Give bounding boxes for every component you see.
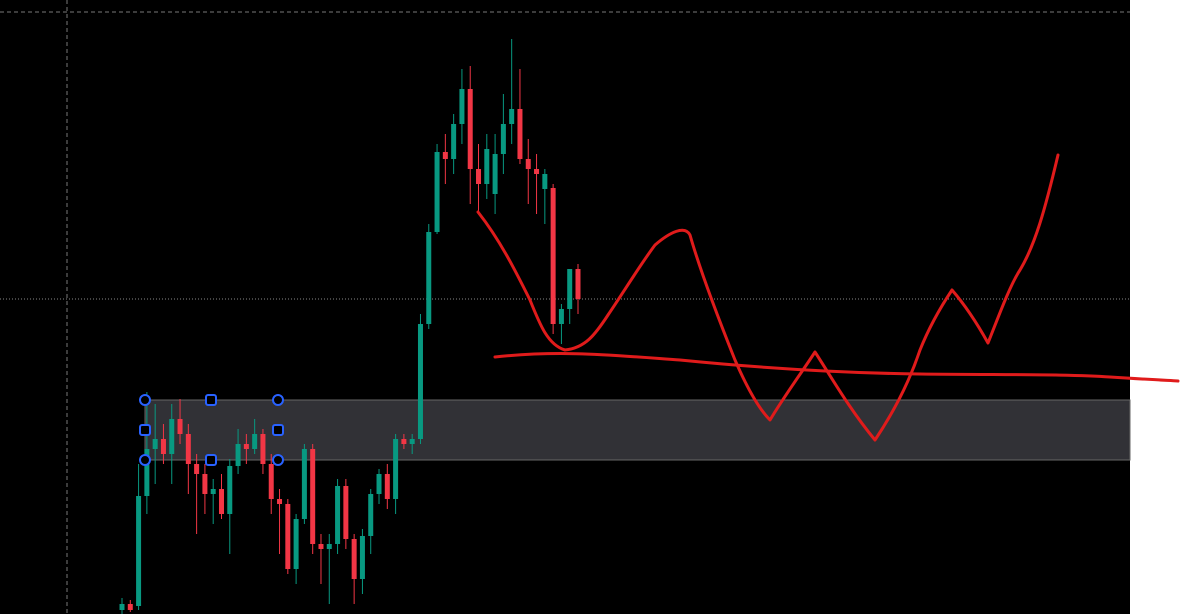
candle-body bbox=[467, 89, 473, 169]
candle-body bbox=[525, 159, 531, 169]
candle-body bbox=[202, 474, 208, 494]
candle-body bbox=[509, 109, 515, 124]
candle-body bbox=[218, 489, 224, 514]
candle-body bbox=[401, 439, 407, 444]
chart-background bbox=[0, 0, 1130, 614]
candle-body bbox=[368, 494, 374, 536]
candle-body bbox=[310, 449, 316, 544]
candle-body bbox=[393, 439, 399, 499]
freehand-line[interactable] bbox=[493, 352, 1180, 383]
candle-body bbox=[534, 169, 540, 174]
candle-body bbox=[558, 309, 564, 324]
handle[interactable] bbox=[139, 424, 151, 436]
candle-body bbox=[252, 434, 258, 449]
candle-body bbox=[152, 439, 158, 449]
handle[interactable] bbox=[139, 454, 151, 466]
candle-body bbox=[326, 544, 332, 549]
freehand-path[interactable] bbox=[476, 153, 1060, 442]
candle-body bbox=[335, 486, 341, 544]
selection-handles bbox=[139, 394, 284, 466]
candle-body bbox=[484, 149, 490, 184]
candle-body bbox=[285, 504, 291, 569]
candle-body bbox=[144, 449, 150, 496]
candle-body bbox=[384, 474, 390, 499]
candle-body bbox=[227, 466, 233, 514]
candle-body bbox=[550, 188, 556, 324]
candle-body bbox=[351, 539, 357, 579]
candle-body bbox=[210, 489, 216, 494]
candle-body bbox=[260, 434, 266, 464]
candle-body bbox=[136, 496, 142, 606]
price-scale-area bbox=[1130, 0, 1181, 614]
candle-body bbox=[434, 152, 440, 232]
candle-body bbox=[359, 536, 365, 579]
handle[interactable] bbox=[205, 454, 217, 466]
candle-body bbox=[318, 544, 324, 549]
candle-body bbox=[160, 439, 166, 454]
candle-body bbox=[417, 324, 423, 439]
candle-body bbox=[243, 444, 249, 449]
drawings bbox=[476, 153, 1180, 442]
candle-body bbox=[500, 124, 506, 154]
candle-body bbox=[426, 232, 432, 324]
candle-body bbox=[194, 464, 200, 474]
candle-body bbox=[169, 419, 175, 454]
handle[interactable] bbox=[139, 394, 151, 406]
candle-body bbox=[476, 169, 482, 184]
handle[interactable] bbox=[272, 424, 284, 436]
candle-body bbox=[127, 604, 133, 610]
candle-body bbox=[492, 154, 498, 194]
candle-body bbox=[517, 109, 523, 159]
candle-body bbox=[119, 604, 125, 610]
candle-body bbox=[343, 486, 349, 539]
candles bbox=[119, 39, 581, 614]
zone-rectangle[interactable] bbox=[144, 399, 1131, 461]
candle-body bbox=[277, 499, 283, 504]
candle-body bbox=[451, 124, 457, 159]
candle-body bbox=[575, 269, 581, 299]
handle[interactable] bbox=[205, 394, 217, 406]
handle[interactable] bbox=[272, 394, 284, 406]
candle-body bbox=[235, 444, 241, 466]
candle-body bbox=[185, 434, 191, 464]
candle-body bbox=[459, 89, 465, 124]
candle-body bbox=[293, 519, 299, 569]
candle-body bbox=[409, 439, 415, 444]
candle-body bbox=[567, 269, 573, 309]
candle-body bbox=[376, 474, 382, 494]
candle-body bbox=[301, 449, 307, 519]
candle-body bbox=[442, 152, 448, 159]
candle-body bbox=[268, 464, 274, 499]
handle[interactable] bbox=[272, 454, 284, 466]
candle-body bbox=[177, 419, 183, 434]
candle-body bbox=[542, 174, 548, 189]
